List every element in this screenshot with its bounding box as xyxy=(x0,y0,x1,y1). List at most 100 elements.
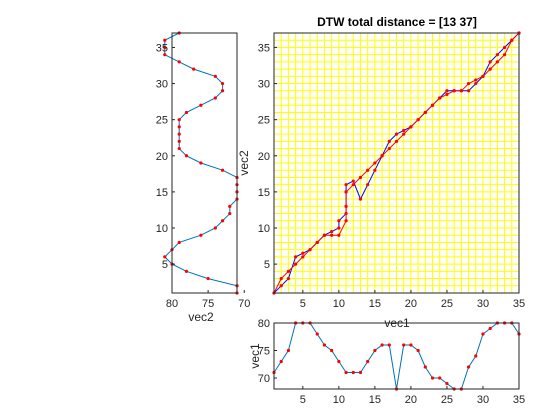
vec2-point xyxy=(177,240,181,245)
warp-path-point-2 xyxy=(481,74,485,78)
y-tick-label: 15 xyxy=(258,187,270,199)
warp-path-point-2 xyxy=(430,103,435,107)
vec1-point xyxy=(337,359,341,364)
warp-path-point-1 xyxy=(344,183,348,187)
warp-path-point-1 xyxy=(286,276,291,281)
warp-path-point-1 xyxy=(402,128,406,133)
vec2-point xyxy=(199,103,203,107)
warp-path-point-2 xyxy=(502,53,507,57)
vec1-point xyxy=(438,376,442,380)
vec1-y-tick-label: 80 xyxy=(258,318,270,330)
warp-path-point-2 xyxy=(337,233,341,237)
vec2-point xyxy=(220,89,225,93)
y-tick-label: 20 xyxy=(258,151,270,163)
vec1-x-tick-label: 35 xyxy=(513,394,525,406)
warp-path-point-1 xyxy=(344,204,348,208)
vec2-point xyxy=(163,53,167,57)
vec2-point xyxy=(213,226,217,230)
vec2-point xyxy=(177,125,181,129)
vec2-x-tick-label: 70 xyxy=(238,298,250,310)
warp-path-point-2 xyxy=(301,255,305,259)
warp-path-point-2 xyxy=(438,96,442,100)
vec2-point xyxy=(177,118,181,122)
warp-path-point-1 xyxy=(394,132,399,136)
warp-path-point-2 xyxy=(452,89,456,93)
vec2-point xyxy=(163,45,167,50)
vec1-point xyxy=(351,370,355,375)
warp-path-point-1 xyxy=(474,81,478,86)
vec1-frame xyxy=(273,322,520,390)
vec2-point xyxy=(199,161,203,165)
dtw-matrix-plot: 5 10 15 20 25 30 35 5 10 15 20 25 30 35 xyxy=(258,31,525,310)
warp-path-point-2 xyxy=(322,233,327,237)
vec2-point xyxy=(228,211,232,216)
vec1-point xyxy=(387,343,391,347)
matrix-frame xyxy=(273,32,520,294)
vec2-point xyxy=(220,219,225,223)
warp-path-point-2 xyxy=(308,248,312,252)
warp-path-point-2 xyxy=(351,183,355,187)
warp-path-point-2 xyxy=(495,60,499,64)
vec2-y-tick-label: 30 xyxy=(156,79,168,91)
warp-path-point-1 xyxy=(294,255,298,259)
warp-path-point-2 xyxy=(445,92,449,96)
warp-path-point-1 xyxy=(279,284,283,288)
warp-path-point-2 xyxy=(402,132,406,136)
vec1-point xyxy=(286,348,291,353)
vec1-point xyxy=(358,370,363,375)
vec1-point xyxy=(423,365,427,369)
vec2-y-tick-label: 5 xyxy=(162,259,168,271)
matrix-xlabel: vec1 xyxy=(384,316,410,330)
warp-path-point-2 xyxy=(394,139,399,143)
warp-path-point-1 xyxy=(488,60,492,64)
warp-path-point-2 xyxy=(286,269,291,273)
x-tick-label: 30 xyxy=(477,298,489,310)
warp-path-point-1 xyxy=(445,89,449,93)
vec2-point xyxy=(206,276,210,281)
warp-path-point-2 xyxy=(366,168,370,172)
warp-path-point-2 xyxy=(344,219,348,223)
warp-path-point-1 xyxy=(344,211,348,216)
vec2-background xyxy=(172,33,237,293)
vec1-ylabel: vec1 xyxy=(248,343,262,369)
vec1-point xyxy=(430,376,435,380)
warp-path-point-1 xyxy=(495,53,499,57)
vec1-x-tick-label: 5 xyxy=(300,394,306,406)
warp-path-point-2 xyxy=(466,81,471,86)
vec2-point xyxy=(213,96,217,100)
vec1-x-tick-label: 15 xyxy=(369,394,381,406)
vec2-point xyxy=(199,233,203,237)
vec2-point xyxy=(163,255,167,259)
warp-path-point-2 xyxy=(330,233,334,237)
vec2-point xyxy=(177,132,181,136)
vec1-point xyxy=(409,343,413,347)
x-tick-label: 25 xyxy=(441,298,453,310)
warp-path-point-1 xyxy=(301,251,305,255)
warp-path-point-2 xyxy=(474,78,478,82)
warp-path-point-2 xyxy=(423,110,427,115)
vec2-xlabel: vec2 xyxy=(188,310,214,324)
y-tick-label: 25 xyxy=(258,115,270,127)
vec2-y-tick-label: 20 xyxy=(156,151,168,163)
vec1-x-tick-label: 10 xyxy=(333,394,345,406)
vec1-point xyxy=(330,348,334,353)
warp-path-point-1 xyxy=(387,139,391,143)
vec2-point xyxy=(163,38,167,42)
matrix-title: DTW total distance = [13 37] xyxy=(317,15,477,29)
vec1-point xyxy=(322,343,327,347)
vec2-point xyxy=(220,81,225,86)
warp-path-point-1 xyxy=(358,197,363,201)
vec1-x-tick-label: 25 xyxy=(441,394,453,406)
vec2-point xyxy=(184,110,189,115)
warp-path-point-2 xyxy=(279,276,283,281)
vec1-background xyxy=(274,323,519,389)
x-tick-label: 10 xyxy=(333,298,345,310)
vec2-point xyxy=(184,269,189,273)
vec2-point xyxy=(228,204,232,208)
vec1-point xyxy=(466,365,471,369)
vec1-x-tick-label: 20 xyxy=(405,394,417,406)
y-tick-label: 35 xyxy=(258,42,270,54)
warp-path-point-1 xyxy=(502,45,507,50)
warp-path-point-2 xyxy=(380,154,384,158)
